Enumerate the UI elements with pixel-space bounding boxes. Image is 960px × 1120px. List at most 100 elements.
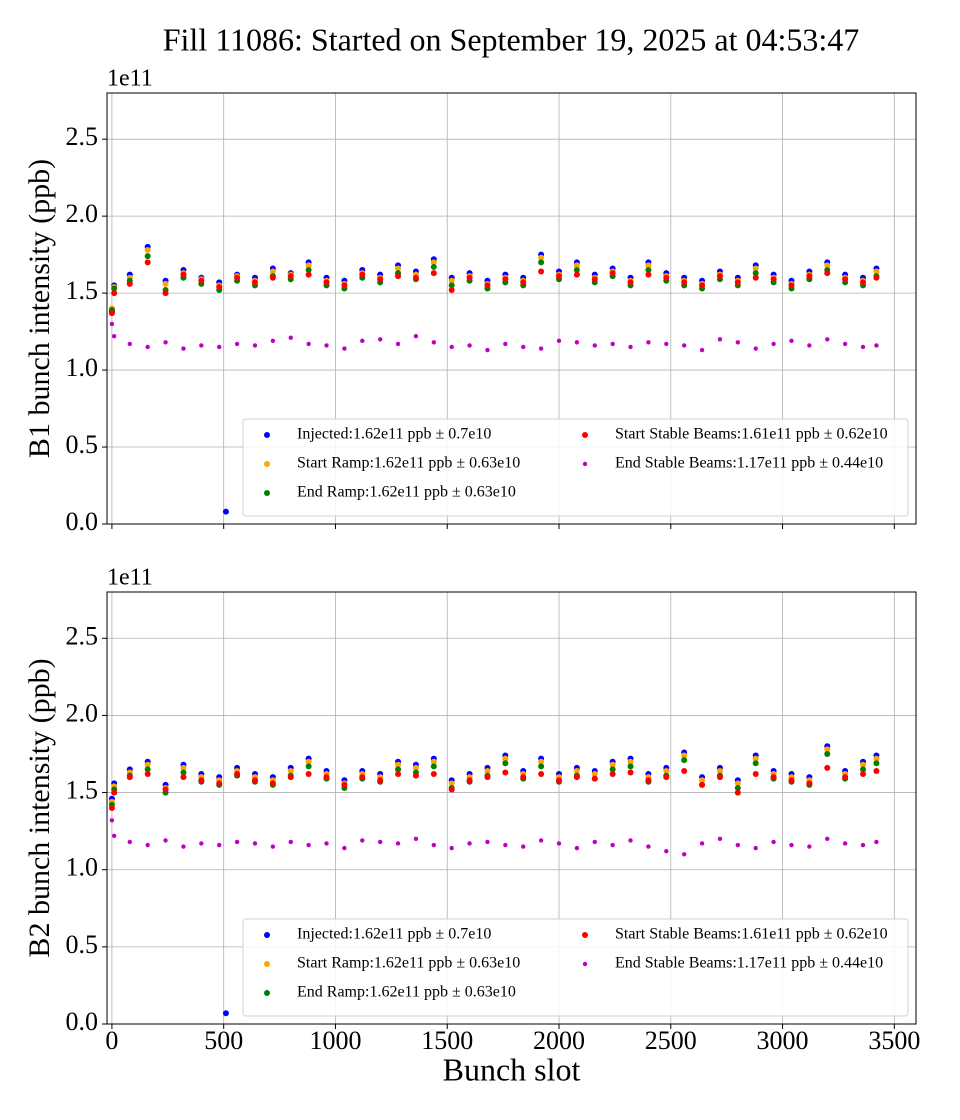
data-point [627, 279, 634, 286]
data-point [628, 344, 633, 350]
data-point [627, 763, 634, 770]
data-point [109, 321, 115, 327]
data-point [609, 270, 616, 277]
data-point [288, 335, 293, 340]
data-point [127, 341, 133, 347]
data-point [395, 771, 402, 778]
data-point [664, 849, 669, 854]
legend-label: Start Stable Beams:1.61e11 ppb ± 0.62e10 [615, 926, 888, 943]
data-point [591, 775, 598, 782]
data-point [359, 271, 366, 278]
data-point [573, 767, 580, 774]
data-point [341, 781, 348, 788]
data-point [860, 761, 867, 768]
data-point [448, 287, 455, 294]
data-point [842, 774, 849, 781]
data-point [610, 842, 615, 848]
data-point [144, 771, 151, 778]
data-point [287, 774, 294, 781]
data-point [216, 283, 223, 290]
data-point [234, 771, 241, 778]
data-point [217, 344, 222, 350]
data-point [466, 777, 473, 784]
data-point [717, 337, 723, 342]
data-point [144, 761, 151, 768]
data-point [198, 277, 205, 284]
data-point [521, 344, 526, 350]
y-tick-label: 1.0 [66, 353, 99, 382]
y-tick-label: 0.5 [66, 430, 99, 459]
data-point [521, 844, 526, 849]
data-point [609, 771, 616, 778]
data-point [825, 836, 830, 842]
data-point [873, 268, 880, 275]
data-point [663, 274, 670, 281]
data-point [467, 841, 472, 846]
data-point [574, 845, 580, 851]
data-point [126, 280, 133, 287]
data-point [430, 263, 437, 270]
legend-frame [242, 918, 909, 1017]
data-point [377, 337, 383, 342]
y-tick-label: 1.5 [66, 776, 99, 805]
data-point [699, 841, 705, 846]
data-point [305, 771, 312, 778]
data-point [305, 758, 312, 765]
data-point [824, 764, 831, 771]
data-point [108, 805, 115, 811]
data-point [485, 347, 490, 353]
legend-marker [582, 432, 588, 438]
data-point [734, 789, 741, 796]
data-point [111, 334, 117, 339]
data-point [342, 845, 347, 851]
data-point [466, 274, 473, 281]
data-point [111, 789, 118, 796]
data-point [860, 842, 866, 848]
y-axis-label: B2 bunch intensity (ppb) [23, 658, 56, 957]
data-point [573, 262, 580, 269]
data-point [222, 508, 229, 515]
data-point [305, 262, 312, 269]
data-point [109, 818, 115, 823]
data-point [681, 757, 688, 764]
data-point [449, 845, 454, 851]
data-point [874, 839, 879, 845]
data-point [412, 772, 419, 779]
data-point [342, 346, 347, 351]
data-point [824, 746, 831, 753]
data-point [628, 838, 633, 843]
data-point [199, 841, 204, 846]
x-tick-label: 3500 [868, 1026, 920, 1055]
data-point [484, 767, 491, 774]
data-point [502, 760, 509, 767]
data-point [752, 274, 759, 281]
data-point [770, 276, 777, 283]
legend-label: Start Ramp:1.62e11 ppb ± 0.63e10 [297, 455, 520, 472]
data-point [412, 764, 419, 771]
data-point [842, 841, 848, 846]
data-point [752, 755, 759, 762]
data-point [199, 343, 204, 348]
data-point [788, 282, 795, 289]
data-point [163, 340, 168, 345]
data-point [824, 270, 831, 277]
data-point [234, 274, 241, 281]
y-offset-label: 1e11 [107, 66, 153, 92]
legend-marker [264, 961, 270, 967]
x-tick-label: 1500 [421, 1026, 473, 1055]
data-point [269, 780, 276, 787]
data-point [538, 763, 545, 770]
data-point [306, 842, 311, 848]
data-point [127, 839, 133, 845]
y-tick-label: 2.0 [66, 698, 99, 727]
data-point [111, 833, 117, 838]
data-point [627, 769, 634, 776]
data-point [324, 343, 329, 348]
data-point [502, 769, 509, 776]
data-point [324, 841, 329, 846]
data-point [538, 838, 544, 843]
data-point [145, 344, 150, 350]
data-point [574, 340, 580, 345]
data-point [873, 755, 880, 762]
x-tick-label: 500 [204, 1026, 243, 1055]
